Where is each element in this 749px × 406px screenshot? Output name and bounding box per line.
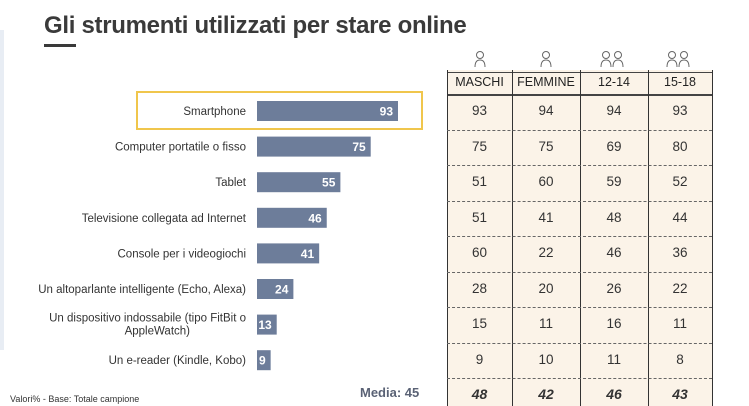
table-cell: 94: [606, 103, 622, 118]
bar-value-label: 75: [352, 140, 366, 154]
bar-value-label: 46: [308, 211, 322, 225]
category-label: Tablet: [215, 177, 246, 189]
category-label: Televisione collegata ad Internet: [82, 213, 247, 225]
column-header: MASCHI: [455, 75, 504, 89]
table-total-cell: 42: [538, 386, 554, 402]
table-cell: 80: [672, 138, 688, 154]
table-cell: 8: [676, 351, 684, 367]
table-cell: 36: [672, 245, 688, 260]
table-total-cell: 48: [471, 386, 488, 402]
table-cell: 15: [471, 316, 488, 331]
column-header: 12-14: [598, 75, 630, 89]
bar-2: [257, 172, 341, 193]
column-separator: [447, 70, 448, 406]
breakdown-table: [447, 70, 712, 406]
table-cell: 59: [606, 174, 622, 189]
row-separator: [447, 236, 712, 237]
column-separator: [648, 70, 649, 406]
header-top-line: [447, 72, 712, 73]
category-label: Console per i videogiochi: [118, 248, 247, 260]
table-cell: 22: [538, 245, 554, 260]
two-teens-icon: [666, 50, 690, 73]
column-header: 15-18: [664, 75, 696, 89]
bar-value-label: 55: [322, 176, 336, 190]
table-cell: 52: [672, 174, 688, 189]
bar-value-label: 93: [380, 105, 394, 119]
table-cell: 75: [538, 138, 554, 154]
bar-6: [257, 314, 277, 335]
media-label: Media: 45: [360, 385, 420, 400]
category-label: Un dispositivo indossabile (tipo FitBit …: [49, 313, 246, 338]
row-separator: [447, 307, 712, 308]
column-separator: [580, 70, 581, 406]
table-cell: 69: [606, 138, 622, 154]
bar-5: [257, 279, 294, 299]
table-cell: 26: [606, 280, 622, 296]
table-cell: 11: [672, 316, 687, 331]
bar-value-label: 24: [275, 283, 289, 297]
table-cell: 51: [471, 174, 488, 189]
bar-3: [257, 207, 327, 228]
bar-4: [257, 243, 320, 264]
table-cell: 22: [672, 280, 688, 296]
table-cell: 93: [672, 103, 688, 118]
column-separator: [512, 70, 513, 406]
page-title: Gli strumenti utilizzati per stare onlin…: [44, 12, 467, 39]
column-separator: [712, 70, 713, 406]
table-cell: 41: [538, 209, 554, 225]
table-cell: 46: [606, 245, 622, 260]
category-label: Un altoparlante intelligente (Echo, Alex…: [38, 284, 246, 296]
table-cell: 10: [538, 351, 554, 367]
bar-1: [257, 136, 371, 157]
table-cell: 11: [606, 351, 621, 367]
footnote: Valori% - Base: Totale campione: [10, 394, 140, 404]
female-person-icon: [532, 50, 552, 73]
row-separator: [447, 271, 712, 273]
column-header: FEMMINE: [517, 75, 575, 89]
male-person-icon: [466, 50, 486, 73]
row-separator: [447, 165, 712, 166]
header-bottom-line: [447, 94, 712, 96]
row-separator: [447, 378, 712, 379]
category-label: Smartphone: [183, 106, 246, 118]
bar-value-label: 13: [258, 318, 272, 332]
title-underline: [44, 44, 76, 47]
category-label: Un e-reader (Kindle, Kobo): [109, 355, 247, 367]
table-cell: 60: [538, 174, 554, 189]
row-separator: [447, 342, 712, 344]
table-cell: 94: [538, 103, 554, 118]
highlight-box: [136, 91, 423, 130]
left-edge-strip: [0, 30, 4, 350]
bar-value-label: 41: [301, 247, 315, 261]
two-children-icon: [600, 50, 624, 73]
table-cell: 16: [606, 316, 622, 331]
table-total-cell: 46: [606, 386, 622, 402]
table-cell: 44: [672, 209, 688, 225]
table-cell: 51: [471, 209, 488, 225]
table-total-cell: 43: [672, 386, 688, 402]
table-cell: 60: [471, 245, 488, 260]
table-cell: 28: [471, 280, 488, 296]
bar-0: [257, 101, 398, 121]
table-cell: 75: [471, 138, 488, 154]
bar-chart: 93 Smartphone 75 Computer portatile o fisso…: [38, 101, 398, 371]
table-cell: 93: [471, 103, 488, 118]
table-cell: 9: [475, 351, 484, 367]
category-label: Computer portatile o fisso: [115, 142, 246, 154]
table-cell: 20: [538, 280, 554, 296]
row-separator: [447, 129, 712, 131]
table-cell: 11: [538, 316, 553, 331]
bar-value-label: 9: [259, 354, 266, 368]
table-cell: 48: [606, 209, 622, 225]
row-separator: [447, 200, 712, 202]
bar-7: [257, 350, 271, 371]
